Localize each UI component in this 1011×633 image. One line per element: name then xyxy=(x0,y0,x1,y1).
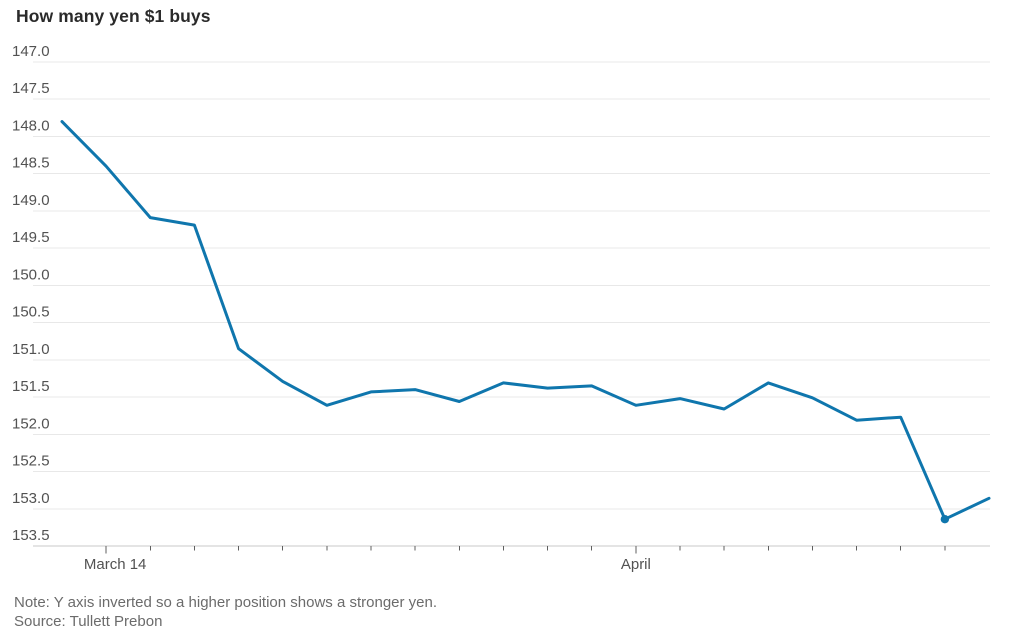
y-tick-label: 150.0 xyxy=(12,266,50,283)
yen-chart: 147.0 147.5 148.0 148.5 149.0 149.5 150.0 150.5… xyxy=(12,43,991,573)
y-tick-label: 150.5 xyxy=(12,304,50,321)
chart-title: How many yen $1 buys xyxy=(16,6,211,26)
y-tick-label: 153.0 xyxy=(12,490,50,507)
x-tick-label: April xyxy=(621,556,651,573)
x-tick-label: March 14 xyxy=(84,556,147,573)
chart-source: Source: Tullett Prebon xyxy=(14,613,163,630)
y-tick-label: 148.5 xyxy=(12,155,50,172)
y-tick-label: 149.0 xyxy=(12,192,50,209)
y-tick-label: 149.5 xyxy=(12,229,50,246)
y-tick-label: 148.0 xyxy=(12,117,50,134)
y-tick-label: 152.0 xyxy=(12,415,50,432)
y-tick-label: 151.5 xyxy=(12,378,50,395)
y-tick-label: 152.5 xyxy=(12,453,50,470)
yen-line xyxy=(60,120,991,521)
y-tick-label: 147.0 xyxy=(12,43,50,60)
y-tick-label: 151.0 xyxy=(12,341,50,358)
y-tick-label: 153.5 xyxy=(12,527,50,544)
chart-note: Note: Y axis inverted so a higher positi… xyxy=(14,594,438,611)
y-tick-label: 147.5 xyxy=(12,80,50,97)
data-point-marker xyxy=(940,514,950,524)
